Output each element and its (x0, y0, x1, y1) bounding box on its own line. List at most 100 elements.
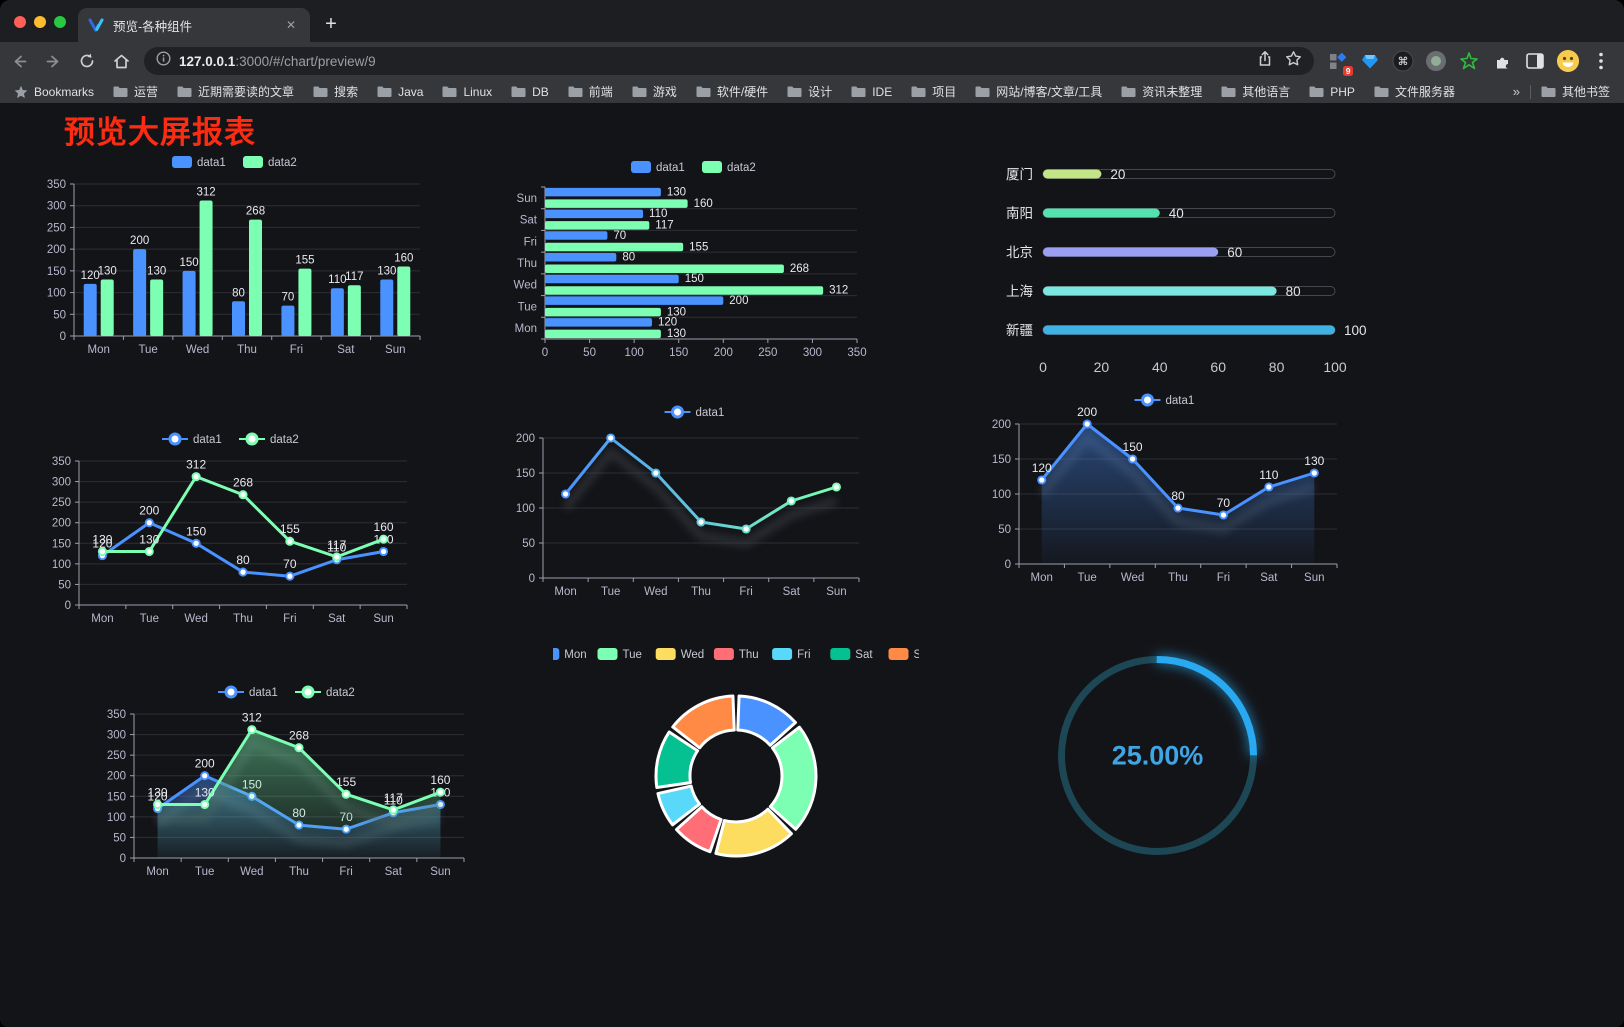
other-bookmarks-item[interactable]: 其他书签 (1541, 83, 1610, 100)
svg-text:Tue: Tue (195, 866, 214, 878)
folder-icon (313, 86, 328, 97)
new-tab-button[interactable]: + (325, 13, 337, 35)
svg-text:Wed: Wed (184, 613, 207, 625)
svg-text:130: 130 (1304, 454, 1324, 468)
chart-canvas: data1 0 50 100 150 200 Mon Tue Wed Thu Fri Sat Sun (516, 405, 860, 598)
close-window-button[interactable] (14, 16, 26, 28)
share-icon[interactable] (1257, 50, 1273, 72)
url-text: 127.0.0.1:3000/#/chart/preview/9 (179, 54, 1245, 69)
home-button[interactable] (106, 46, 136, 76)
svg-text:Mon: Mon (88, 344, 110, 356)
svg-text:155: 155 (689, 241, 708, 253)
reload-button[interactable] (72, 46, 102, 76)
svg-text:200: 200 (195, 757, 215, 771)
svg-text:data1: data1 (656, 162, 685, 174)
bookmarks-overflow-chevron[interactable]: » (1512, 84, 1520, 99)
profile-avatar[interactable] (1555, 48, 1581, 74)
svg-text:160: 160 (694, 198, 713, 210)
chart-canvas: data1 data2 0 50 100 150 200 250 300 350 Mon Tue Wed… (47, 156, 421, 356)
url-path: :3000/#/chart/preview/9 (235, 53, 376, 69)
bookmark-folder-label: 前端 (588, 85, 613, 99)
minimize-window-button[interactable] (34, 16, 46, 28)
bookmark-folder-item[interactable]: PHP (1309, 83, 1355, 100)
bookmark-folder-item[interactable]: 运营 (113, 83, 158, 100)
bookmark-folder-item[interactable]: 搜索 (313, 83, 358, 100)
svg-text:data1: data1 (249, 687, 278, 699)
folder-icon (787, 86, 802, 97)
split-view-icon[interactable] (1522, 48, 1548, 74)
svg-text:0: 0 (1005, 559, 1011, 571)
bookmark-folder-item[interactable]: 资讯未整理 (1121, 83, 1202, 100)
bookmark-folder-item[interactable]: 文件服务器 (1374, 83, 1455, 100)
svg-text:200: 200 (729, 295, 748, 307)
svg-text:117: 117 (345, 271, 363, 283)
bookmark-folder-item[interactable]: Linux (442, 83, 492, 100)
svg-text:150: 150 (669, 347, 688, 359)
svg-text:Tue: Tue (1077, 572, 1096, 584)
svg-text:Fri: Fri (524, 236, 537, 248)
chart-line-two-series: data1 data2 0 50 100 150 200 250 300 350 Mon Tue Wed… (43, 425, 421, 637)
bookmark-folder-item[interactable]: 游戏 (632, 83, 677, 100)
svg-text:50: 50 (998, 524, 1011, 536)
bookmark-folder-item[interactable]: 前端 (568, 83, 613, 100)
extension-tag-manager-icon[interactable]: 9 (1324, 48, 1353, 76)
bookmark-folder-item[interactable]: Java (377, 83, 423, 100)
site-info-icon[interactable] (156, 51, 171, 71)
fullscreen-window-button[interactable] (54, 16, 66, 28)
bookmark-folder-item[interactable]: 其他语言 (1221, 83, 1290, 100)
emoji-avatar-icon (1557, 50, 1579, 72)
svg-text:Sun: Sun (914, 649, 920, 661)
svg-text:Sun: Sun (385, 344, 405, 356)
chart-line-area-two: data1 data2 0 50 100 150 200 250 300 350 Mon Tue Wed… (98, 678, 478, 890)
svg-text:Tue: Tue (601, 586, 620, 598)
browser-menu-icon[interactable] (1588, 48, 1614, 74)
bookmarks-divider (1529, 84, 1531, 99)
chart-canvas: data1 data2 0 50 100 150 200 250 300 350 Mon Tue Wed… (52, 432, 408, 625)
svg-text:北京: 北京 (1006, 245, 1033, 260)
browser-tab[interactable]: 预览-各种组件 ✕ (78, 8, 310, 42)
extension-green-star-icon[interactable] (1456, 48, 1482, 74)
svg-text:data2: data2 (268, 157, 297, 169)
svg-text:0: 0 (542, 347, 548, 359)
bookmark-folder-label: 软件/硬件 (716, 85, 769, 99)
bookmark-folder-item[interactable]: 近期需要读的文章 (177, 83, 294, 100)
extensions-puzzle-icon[interactable] (1489, 48, 1515, 74)
svg-text:100: 100 (1323, 359, 1347, 375)
url-bar[interactable]: 127.0.0.1:3000/#/chart/preview/9 (144, 47, 1314, 75)
extension-gem-icon[interactable] (1357, 48, 1383, 74)
svg-text:80: 80 (232, 287, 245, 299)
back-button[interactable] (4, 46, 34, 76)
svg-text:60: 60 (1210, 359, 1226, 375)
svg-text:200: 200 (130, 235, 149, 247)
svg-text:Thu: Thu (237, 344, 257, 356)
svg-text:100: 100 (107, 812, 126, 824)
svg-text:新疆: 新疆 (1006, 323, 1033, 338)
bookmark-folder-item[interactable]: 项目 (911, 83, 956, 100)
extension-command-icon[interactable]: ⌘ (1390, 48, 1416, 74)
bookmark-star-icon[interactable] (1285, 50, 1302, 72)
svg-text:110: 110 (649, 208, 667, 220)
svg-text:0: 0 (60, 331, 66, 343)
folder-icon (911, 86, 926, 97)
folder-icon (1374, 86, 1389, 97)
svg-text:110: 110 (1259, 468, 1278, 482)
bookmark-folder-label: 项目 (932, 85, 957, 99)
bookmark-folder-item[interactable]: 软件/硬件 (696, 83, 768, 100)
svg-text:110: 110 (384, 794, 403, 808)
bookmark-folder-label: Linux (463, 84, 493, 99)
svg-text:200: 200 (516, 433, 535, 445)
tab-close-icon[interactable]: ✕ (285, 18, 296, 32)
folder-icon (1221, 86, 1236, 97)
bookmarks-manager-item[interactable]: Bookmarks (14, 85, 94, 99)
chart-capsule-bars: 厦门 20 南阳 40 北京 60 上海 80 新疆 100 0 20 40 60 80 100 (991, 155, 1369, 387)
svg-text:70: 70 (1217, 496, 1231, 510)
bookmark-folder-item[interactable]: DB (511, 83, 549, 100)
bookmark-folder-item[interactable]: 设计 (787, 83, 832, 100)
bookmark-folder-item[interactable]: 网站/博客/文章/工具 (975, 83, 1102, 100)
svg-text:130: 130 (98, 266, 117, 278)
svg-text:300: 300 (107, 730, 126, 742)
forward-button[interactable] (38, 46, 68, 76)
bookmark-folder-item[interactable]: IDE (851, 83, 892, 100)
extension-recorder-icon[interactable] (1423, 48, 1449, 74)
folder-icon (975, 86, 990, 97)
